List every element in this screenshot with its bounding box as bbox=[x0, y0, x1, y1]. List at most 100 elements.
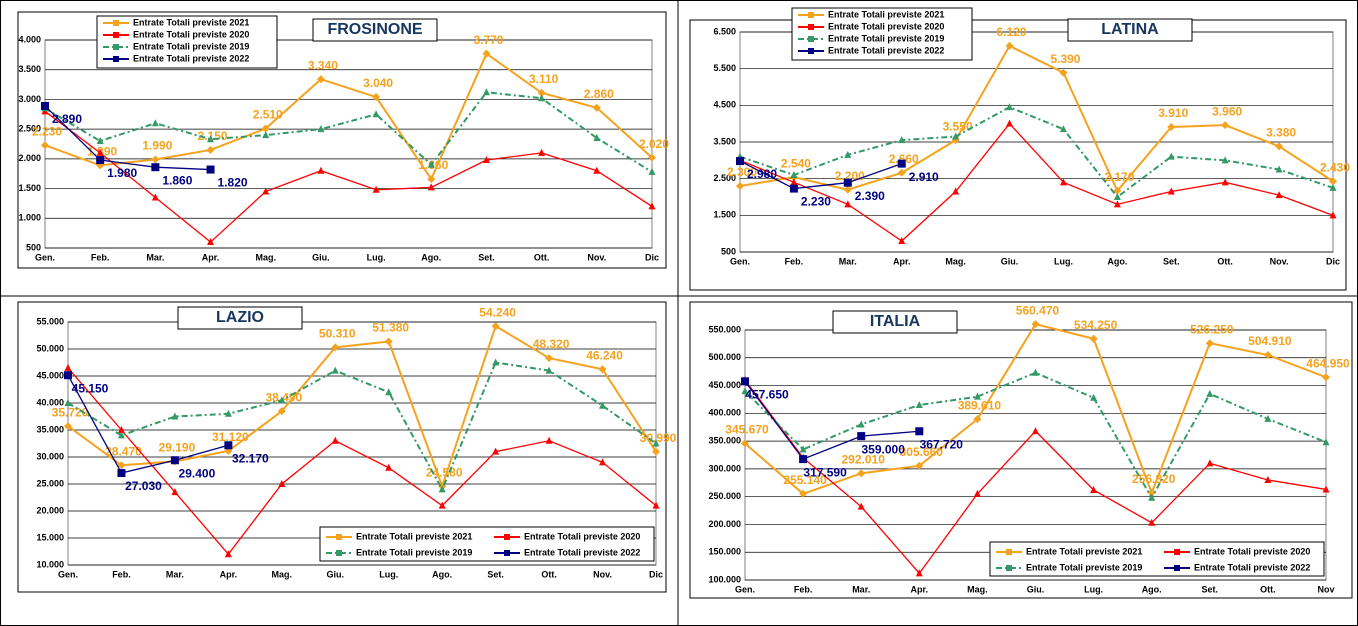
marker bbox=[1032, 368, 1039, 376]
y-tick-label: 4.000 bbox=[18, 34, 41, 44]
x-tick-label: Nov bbox=[1317, 584, 1334, 594]
data-label: 54.240 bbox=[479, 305, 516, 319]
y-tick-label: 500 bbox=[26, 242, 41, 252]
data-label: 3.550 bbox=[943, 119, 973, 133]
legend-marker bbox=[336, 534, 342, 540]
x-tick-label: Gen. bbox=[730, 256, 750, 266]
marker bbox=[331, 436, 339, 444]
marker bbox=[151, 163, 160, 172]
marker bbox=[1206, 459, 1214, 467]
marker bbox=[1329, 183, 1337, 191]
marker bbox=[385, 388, 393, 396]
marker bbox=[41, 101, 49, 110]
marker bbox=[117, 426, 125, 433]
marker bbox=[206, 165, 215, 174]
marker bbox=[799, 455, 808, 464]
title-box bbox=[177, 306, 303, 330]
legend-marker bbox=[504, 550, 510, 556]
marker bbox=[331, 343, 340, 352]
series-line bbox=[744, 380, 920, 460]
marker bbox=[741, 377, 749, 386]
marker bbox=[1113, 200, 1121, 208]
marker bbox=[427, 183, 435, 191]
data-label: 2.890 bbox=[52, 112, 82, 126]
x-tick-label: Lug. bbox=[1084, 584, 1103, 594]
marker bbox=[492, 447, 500, 455]
y-tick-label: 500 bbox=[721, 246, 736, 256]
marker bbox=[117, 431, 125, 439]
x-tick-label: Apr. bbox=[202, 252, 220, 262]
y-tick-label: 2.500 bbox=[18, 124, 41, 134]
marker bbox=[973, 415, 982, 424]
x-tick-label: Mag. bbox=[945, 256, 966, 266]
data-label: 2.390 bbox=[855, 189, 885, 203]
marker bbox=[1089, 334, 1098, 343]
marker bbox=[262, 131, 270, 139]
marker bbox=[652, 439, 660, 447]
marker bbox=[41, 141, 49, 150]
data-label: 29.400 bbox=[179, 466, 216, 480]
marker bbox=[843, 178, 852, 187]
marker bbox=[491, 322, 500, 331]
legend-label: Entrate Totali previste 2021 bbox=[133, 17, 249, 27]
marker bbox=[1059, 68, 1068, 77]
marker bbox=[915, 401, 923, 408]
marker bbox=[317, 125, 325, 133]
marker bbox=[952, 132, 960, 140]
x-tick-label: Apr. bbox=[911, 584, 929, 594]
marker bbox=[1275, 191, 1283, 199]
x-tick-label: Ott. bbox=[1260, 584, 1276, 594]
x-tick-label: Dic bbox=[645, 252, 659, 262]
series-line bbox=[67, 361, 657, 492]
marker bbox=[598, 365, 607, 374]
legend-marker bbox=[113, 20, 119, 26]
marker bbox=[741, 387, 749, 395]
marker bbox=[262, 187, 270, 195]
data-label: 2.540 bbox=[781, 156, 811, 170]
marker bbox=[427, 175, 436, 184]
y-tick-label: 3.000 bbox=[18, 94, 41, 104]
data-label: 317.590 bbox=[803, 465, 847, 479]
marker bbox=[857, 432, 866, 441]
marker bbox=[151, 193, 159, 201]
marker bbox=[64, 422, 72, 431]
marker bbox=[545, 436, 553, 444]
series-line bbox=[44, 91, 653, 173]
legend-marker bbox=[1174, 549, 1180, 555]
marker bbox=[593, 134, 601, 142]
data-label: 457.650 bbox=[745, 387, 789, 401]
data-label: 28.470 bbox=[105, 444, 142, 458]
marker bbox=[652, 447, 660, 456]
y-tick-label: 1.000 bbox=[18, 213, 41, 223]
marker bbox=[973, 392, 981, 400]
data-label: 5.390 bbox=[1050, 52, 1080, 66]
x-tick-label: Giu. bbox=[327, 569, 345, 579]
y-tick-label: 350.000 bbox=[708, 435, 741, 445]
y-tick-label: 250.000 bbox=[708, 491, 741, 501]
x-tick-label: Nov. bbox=[587, 252, 606, 262]
series-line bbox=[44, 110, 653, 243]
data-label: 31.120 bbox=[212, 430, 249, 444]
marker bbox=[438, 485, 446, 493]
y-tick-label: 25.000 bbox=[36, 478, 64, 488]
marker bbox=[898, 136, 906, 144]
legend-label: Entrate Totali previste 2022 bbox=[1194, 562, 1310, 572]
x-tick-label: Lug. bbox=[1054, 256, 1073, 266]
marker bbox=[151, 119, 159, 127]
marker bbox=[844, 150, 852, 158]
marker bbox=[1205, 339, 1214, 348]
data-label: 534.250 bbox=[1074, 318, 1118, 332]
marker bbox=[1031, 320, 1040, 329]
x-tick-label: Gen. bbox=[35, 252, 55, 262]
legend-label: Entrate Totali previste 2022 bbox=[828, 45, 944, 55]
marker bbox=[593, 166, 601, 174]
marker bbox=[545, 366, 553, 374]
x-tick-label: Ago. bbox=[421, 252, 441, 262]
marker bbox=[438, 501, 446, 509]
chart-frame bbox=[689, 301, 1353, 599]
chart-frame bbox=[689, 19, 1347, 291]
x-tick-label: Mar. bbox=[839, 256, 857, 266]
data-label: 1.820 bbox=[218, 176, 248, 190]
series-line bbox=[744, 371, 1327, 500]
marker bbox=[1275, 165, 1283, 173]
